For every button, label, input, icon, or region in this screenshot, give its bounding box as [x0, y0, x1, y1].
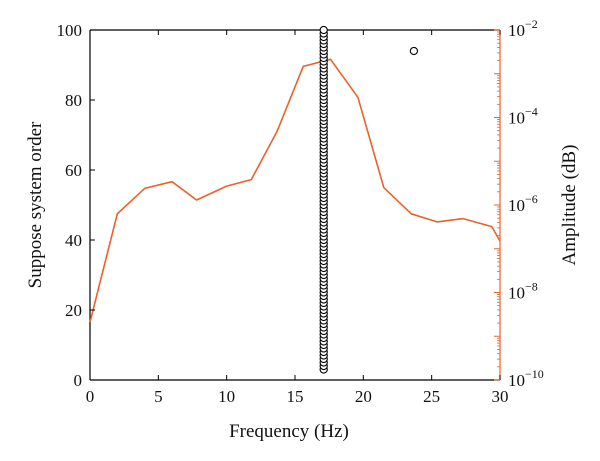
x-tick-label: 10 [218, 387, 235, 406]
x-tick-label: 15 [287, 387, 304, 406]
y-right-tick-label: 10−10 [508, 367, 544, 390]
x-tick-label: 30 [492, 387, 509, 406]
y-left-tick-label: 0 [74, 371, 83, 390]
y-left-tick-label: 20 [65, 301, 82, 320]
x-tick-label: 25 [423, 387, 440, 406]
y-left-tick-label: 40 [65, 231, 82, 250]
series-layer [89, 25, 501, 374]
x-tick-label: 20 [355, 387, 372, 406]
order-marker [319, 25, 328, 35]
y-left-tick-label: 100 [57, 21, 83, 40]
amplitude-line [89, 58, 501, 323]
y-axis-label-right: Amplitude (dB) [559, 145, 580, 266]
ticks-layer: 0 5 10 15 20 25 30 0 20 40 60 80 100 10−10 10−8 10−6 10−… [57, 17, 544, 406]
x-tick-label: 5 [154, 387, 163, 406]
y-left-tick-label: 80 [65, 91, 82, 110]
y-right-tick-label: 10−6 [508, 192, 538, 215]
y-right-tick-label: 10−8 [508, 280, 538, 303]
order-marker [409, 46, 419, 56]
x-tick-label: 0 [86, 387, 95, 406]
y-right-tick-label: 10−4 [508, 105, 538, 128]
x-axis-label: Frequency (Hz) [229, 421, 349, 442]
y-right-tick-label: 10−2 [508, 17, 538, 40]
y-left-tick-label: 60 [65, 161, 82, 180]
y-axis-label-left: Suppose system order [25, 121, 46, 288]
plot-frame [89, 29, 501, 381]
